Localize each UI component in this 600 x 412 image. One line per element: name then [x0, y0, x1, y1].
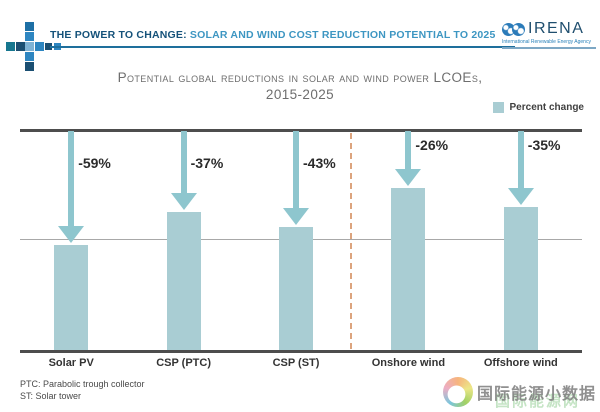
watermark-text: 国际能源小数据 [476, 386, 596, 403]
legend: Percent change [492, 102, 584, 113]
bar-onshore-wind [391, 188, 426, 351]
category-label-solar-pv: Solar PV [48, 357, 94, 369]
x-axis-line [20, 350, 582, 353]
legend-swatch [492, 102, 504, 113]
bar-csp-st [279, 226, 313, 351]
percent-change-label: -35% [527, 137, 561, 153]
logo-square [35, 42, 44, 51]
arrow-head-icon [170, 193, 197, 211]
logo-square [45, 43, 52, 50]
percent-change-label: -26% [415, 137, 449, 153]
footnote-ptc: PTC: Parabolic trough collector [20, 379, 145, 389]
logo-square [25, 52, 34, 61]
arrow-down-icon [517, 131, 524, 188]
bar-solar-pv [54, 245, 89, 351]
chart-title: Potential global reductions in solar and… [0, 69, 600, 103]
arrow-head-icon [395, 169, 422, 187]
watermark-logo-icon [442, 377, 473, 407]
arrow-head-icon [58, 226, 85, 244]
logo-square [25, 42, 34, 51]
bar-offshore-wind [503, 206, 538, 351]
footnotes: PTC: Parabolic trough collector ST: Sola… [20, 378, 145, 402]
logo-square [16, 42, 25, 51]
report-header: THE POWER TO CHANGE: SOLAR AND WIND COST… [50, 29, 515, 48]
logo-square [6, 42, 15, 51]
footnote-st: ST: Solar tower [20, 391, 82, 401]
logo-square [25, 22, 34, 31]
category-label-offshore-wind: Offshore wind [483, 357, 558, 369]
arrow-down-icon [180, 131, 187, 194]
chart-plot: -59% -37% -43% -26% -35% [20, 129, 582, 353]
arrow-down-icon [68, 131, 75, 227]
arrow-head-icon [507, 187, 534, 205]
watermark-ghost-text: 国际能源网 [494, 393, 580, 410]
percent-change-label: -37% [190, 155, 224, 171]
irena-logo: IRENA International Renewable Energy Age… [502, 20, 596, 49]
percent-change-label: -59% [78, 155, 111, 171]
globe-icon [502, 22, 515, 36]
report-title: SOLAR AND WIND COST REDUCTION POTENTIAL … [186, 29, 496, 41]
legend-label: Percent change [509, 102, 584, 113]
logo-square [25, 32, 34, 41]
irena-subtitle: International Renewable Energy Agency [502, 39, 591, 45]
chart-title-line2: 2015-2025 [265, 87, 335, 102]
globe-icon [512, 22, 525, 36]
category-label-onshore-wind: Onshore wind [371, 357, 446, 369]
header-divider [50, 46, 515, 48]
arrow-down-icon [293, 131, 299, 208]
chart-title-line1: Potential global reductions in solar and… [117, 70, 483, 85]
arrow-head-icon [283, 207, 309, 225]
watermark: 国际能源网 国际能源小数据 [442, 374, 596, 410]
report-title-emphasis: THE POWER TO CHANGE: [50, 29, 187, 41]
bar-csp-ptc [166, 212, 201, 351]
percent-change-label: -43% [303, 155, 336, 171]
category-label-csp-st: CSP (ST) [272, 357, 320, 369]
solar-wind-divider-line [350, 133, 353, 349]
x-axis-labels: Solar PV CSP (PTC) CSP (ST) Onshore wind Off… [20, 357, 582, 371]
irena-divider [502, 47, 596, 49]
logo-square [25, 62, 34, 71]
irena-wordmark: IRENA [528, 20, 585, 37]
arrow-down-icon [405, 131, 412, 170]
category-label-csp-ptc: CSP (PTC) [156, 357, 211, 369]
baseline-2015-line [20, 129, 582, 132]
